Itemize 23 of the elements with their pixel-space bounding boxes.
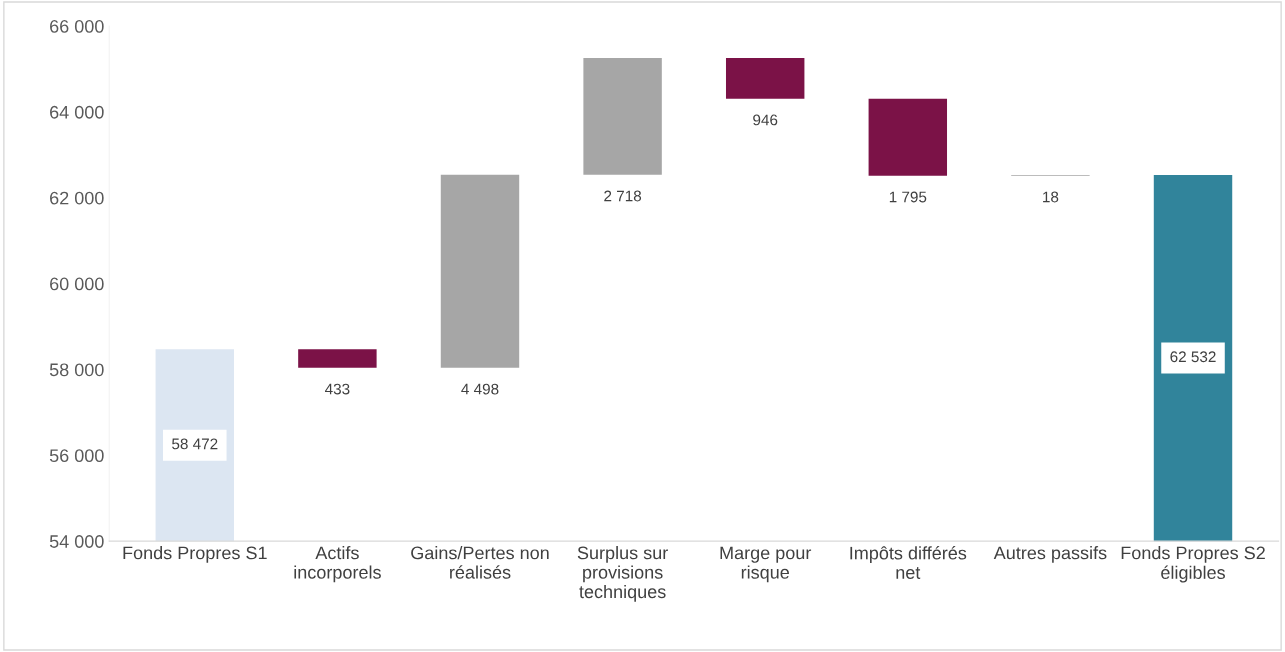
data-label: 2 718 (604, 190, 642, 202)
data-label: 433 (325, 383, 350, 395)
x-tick-label: Fonds Propres S1 (123, 546, 267, 563)
x-tick-label: Impôts différés net (850, 546, 967, 579)
data-label: 62 532 (1170, 351, 1216, 363)
x-tick-label: Fonds Propres S2 éligibles (1121, 546, 1265, 583)
data-label: 1 795 (889, 191, 927, 203)
x-tick-label: Marge pour risque (720, 546, 812, 583)
data-label: 4 498 (461, 383, 499, 395)
y-tick-label: 54 000 (49, 535, 104, 548)
x-tick-label: Actifs incorporels (294, 546, 381, 583)
x-tick-label: Autres passifs (993, 546, 1107, 563)
data-label: 18 (1043, 191, 1059, 203)
y-tick-label: 58 000 (49, 363, 104, 377)
x-tick-label: Surplus sur provisions techniques (577, 546, 668, 602)
data-label: 946 (753, 114, 778, 126)
y-tick-label: 56 000 (49, 449, 104, 463)
y-tick-label: 64 000 (50, 105, 104, 119)
y-tick-label: 66 000 (50, 20, 104, 33)
y-tick-label: 60 000 (50, 277, 104, 291)
x-tick-label: Gains/Pertes non réalisés (411, 546, 549, 579)
y-tick-label: 62 000 (50, 191, 104, 205)
data-label: 58 472 (172, 438, 218, 450)
